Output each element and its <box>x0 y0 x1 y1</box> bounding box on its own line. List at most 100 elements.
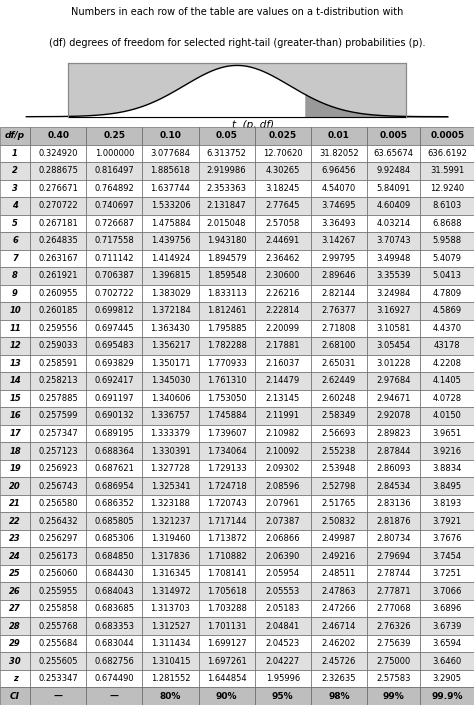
Text: 2.71808: 2.71808 <box>322 324 356 333</box>
Bar <box>0 582 30 600</box>
Bar <box>255 302 311 319</box>
Text: 1.317836: 1.317836 <box>150 551 191 560</box>
Bar <box>30 495 86 513</box>
Text: 98%: 98% <box>328 692 350 701</box>
Bar <box>420 582 474 600</box>
Text: 1.761310: 1.761310 <box>207 376 246 386</box>
Bar <box>86 267 142 285</box>
Bar <box>86 355 142 372</box>
Text: 3.14267: 3.14267 <box>322 236 356 245</box>
Bar <box>420 337 474 355</box>
Bar <box>311 337 367 355</box>
Bar <box>0 250 30 267</box>
Text: 2.89823: 2.89823 <box>376 429 411 438</box>
Bar <box>367 267 420 285</box>
Bar <box>311 460 367 477</box>
Text: 3.6896: 3.6896 <box>433 604 462 613</box>
Text: 2.05553: 2.05553 <box>265 587 300 596</box>
Text: 4.7809: 4.7809 <box>433 289 462 298</box>
Bar <box>30 145 86 162</box>
Text: 1.311434: 1.311434 <box>151 639 190 648</box>
Bar <box>0 565 30 582</box>
Bar <box>311 670 367 687</box>
Bar <box>199 197 255 214</box>
Text: 2.94671: 2.94671 <box>376 394 411 403</box>
Text: 11: 11 <box>9 324 21 333</box>
Bar <box>255 687 311 705</box>
Bar <box>142 407 199 424</box>
Bar <box>86 232 142 250</box>
Text: 2.05954: 2.05954 <box>265 569 300 578</box>
Text: Numbers in each row of the table are values on a t-distribution with: Numbers in each row of the table are val… <box>71 7 403 17</box>
Text: 0.0005: 0.0005 <box>430 131 465 140</box>
Bar <box>0 442 30 460</box>
Bar <box>199 127 255 145</box>
Bar <box>311 232 367 250</box>
Bar <box>0 267 30 285</box>
Bar <box>311 477 367 495</box>
Text: 2.53948: 2.53948 <box>322 464 356 473</box>
Bar <box>255 145 311 162</box>
Bar <box>367 495 420 513</box>
Bar <box>199 162 255 180</box>
Bar <box>311 687 367 705</box>
Bar <box>367 460 420 477</box>
Text: 2.57583: 2.57583 <box>376 674 411 683</box>
Bar <box>142 477 199 495</box>
Text: 1.313703: 1.313703 <box>151 604 191 613</box>
Text: 0.025: 0.025 <box>269 131 297 140</box>
Bar <box>0 337 30 355</box>
Bar <box>30 390 86 407</box>
Text: 2.36462: 2.36462 <box>265 254 300 263</box>
Text: 2.89646: 2.89646 <box>322 271 356 281</box>
Text: df/p: df/p <box>5 131 25 140</box>
Bar <box>255 390 311 407</box>
Text: 3.9216: 3.9216 <box>433 446 462 455</box>
Bar <box>311 424 367 442</box>
Bar <box>255 180 311 197</box>
Text: 2.919986: 2.919986 <box>207 166 246 176</box>
Bar <box>420 460 474 477</box>
Text: 2.49987: 2.49987 <box>322 534 356 543</box>
Text: 1.396815: 1.396815 <box>151 271 191 281</box>
Text: 4.2208: 4.2208 <box>433 359 462 368</box>
Bar <box>255 267 311 285</box>
Bar <box>255 319 311 337</box>
Text: 2.77871: 2.77871 <box>376 587 411 596</box>
Bar <box>255 355 311 372</box>
Bar <box>367 162 420 180</box>
Text: 6: 6 <box>12 236 18 245</box>
Text: —: — <box>54 692 63 701</box>
Text: 0.255955: 0.255955 <box>38 587 78 596</box>
Text: 2.45726: 2.45726 <box>322 657 356 666</box>
Text: 2.86093: 2.86093 <box>376 464 411 473</box>
Bar <box>86 407 142 424</box>
Bar <box>311 197 367 214</box>
Bar <box>30 618 86 635</box>
Text: 3.05454: 3.05454 <box>376 341 411 350</box>
Bar <box>86 424 142 442</box>
Bar <box>420 180 474 197</box>
Bar <box>255 197 311 214</box>
Text: 6.313752: 6.313752 <box>207 149 246 158</box>
Text: 23: 23 <box>9 534 21 543</box>
Bar <box>142 460 199 477</box>
Text: 0.25: 0.25 <box>103 131 125 140</box>
Bar <box>30 372 86 390</box>
Text: 1.281552: 1.281552 <box>151 674 190 683</box>
Bar <box>255 565 311 582</box>
Bar <box>199 442 255 460</box>
Bar <box>86 600 142 618</box>
Text: 1.710882: 1.710882 <box>207 551 246 560</box>
Bar <box>86 250 142 267</box>
Bar <box>86 127 142 145</box>
Text: 4: 4 <box>12 202 18 210</box>
Text: 5.4079: 5.4079 <box>433 254 462 263</box>
Bar <box>199 687 255 705</box>
Bar <box>30 513 86 530</box>
Bar <box>30 565 86 582</box>
Text: 1.475884: 1.475884 <box>151 219 191 228</box>
Text: 63.65674: 63.65674 <box>374 149 414 158</box>
Text: 1.770933: 1.770933 <box>207 359 246 368</box>
Bar <box>255 442 311 460</box>
